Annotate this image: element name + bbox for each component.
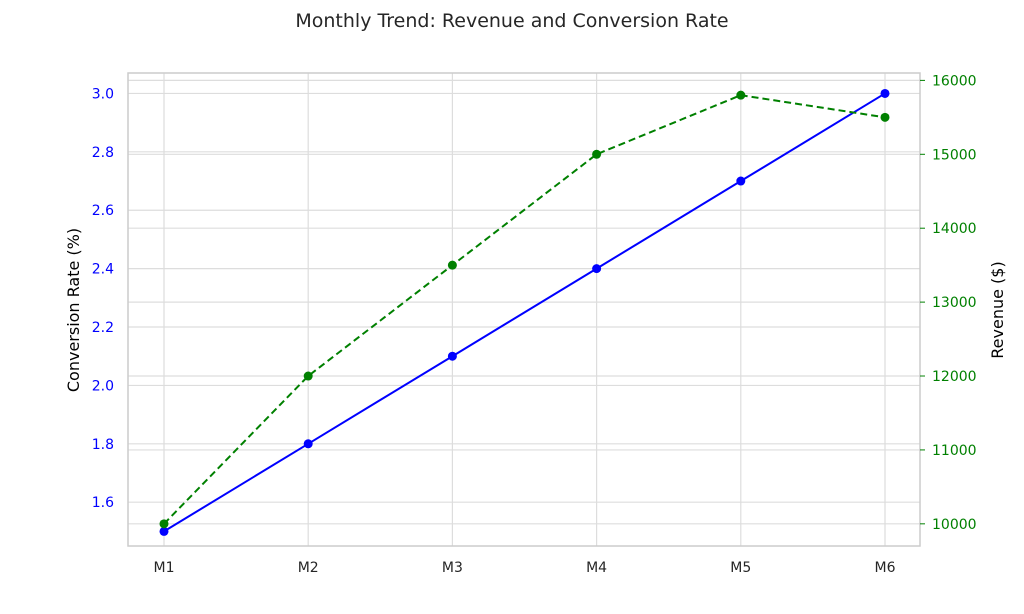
left-tick-label: 2.0 (92, 378, 114, 394)
series-point-right (880, 112, 890, 122)
left-tick-label: 1.6 (92, 495, 114, 511)
right-axis-ticks: 10000 11000 12000 13000 14000 15000 16000 (920, 73, 977, 533)
chart-title: Monthly Trend: Revenue and Conversion Ra… (295, 10, 728, 32)
series-line-left (163, 92, 886, 533)
x-axis-ticks: M1 M2 M3 M4 M5 M6 (154, 560, 896, 576)
series-point-right (159, 519, 169, 529)
right-axis-label: Revenue ($) (988, 261, 1007, 358)
series-point-left (880, 88, 890, 98)
x-tick-label: M4 (586, 560, 607, 576)
left-axis-label: Conversion Rate (%) (64, 228, 83, 392)
series-point-left (303, 439, 313, 449)
plot-frame (127, 72, 921, 547)
series-line-right (163, 94, 886, 525)
series-point-left (447, 351, 457, 361)
series-point-left (592, 264, 602, 274)
right-tick-label: 16000 (932, 73, 977, 89)
left-tick-label: 2.6 (92, 203, 114, 219)
right-tick-label: 13000 (932, 295, 977, 311)
series-point-left (736, 176, 746, 186)
left-tick-label: 2.4 (92, 262, 114, 278)
left-tick-label: 1.8 (92, 437, 114, 453)
series-point-right (303, 371, 313, 381)
left-axis-ticks: 1.6 1.8 2.0 2.2 2.4 2.6 2.8 3.0 (92, 86, 114, 511)
right-tick-label: 15000 (932, 147, 977, 163)
grid-x (163, 73, 886, 546)
left-tick-label: 2.2 (92, 320, 114, 336)
series-layer (159, 88, 890, 536)
right-tick-label: 14000 (932, 221, 977, 237)
x-tick-label: M2 (298, 560, 319, 576)
left-tick-label: 2.8 (92, 145, 114, 161)
right-tick-label: 10000 (932, 517, 977, 533)
x-tick-label: M1 (154, 560, 175, 576)
right-tick-label: 12000 (932, 369, 977, 385)
series-point-right (736, 90, 746, 100)
left-tick-label: 3.0 (92, 86, 114, 102)
x-tick-label: M3 (442, 560, 463, 576)
x-tick-label: M6 (875, 560, 896, 576)
right-tick-label: 11000 (932, 443, 977, 459)
grid-right (128, 79, 920, 525)
series-point-left (159, 526, 169, 536)
x-tick-label: M5 (730, 560, 751, 576)
series-point-right (592, 149, 602, 159)
series-point-right (447, 260, 457, 270)
